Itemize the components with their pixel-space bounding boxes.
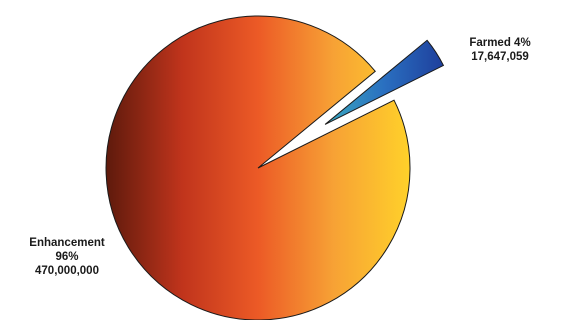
label-enhancement-percent: 96% — [55, 251, 79, 263]
slice-enhancement — [105, 15, 411, 320]
label-farmed-name-percent: Farmed 4% — [469, 37, 531, 49]
label-enhancement: Enhancement 96% 470,000,000 — [14, 236, 120, 278]
label-farmed-value: 17,647,059 — [471, 51, 529, 63]
label-farmed: Farmed 4% 17,647,059 — [458, 36, 542, 64]
slice-farmed — [324, 39, 445, 125]
label-enhancement-name: Enhancement — [29, 237, 105, 249]
label-enhancement-value: 470,000,000 — [35, 265, 99, 277]
pie-slices — [105, 15, 445, 320]
